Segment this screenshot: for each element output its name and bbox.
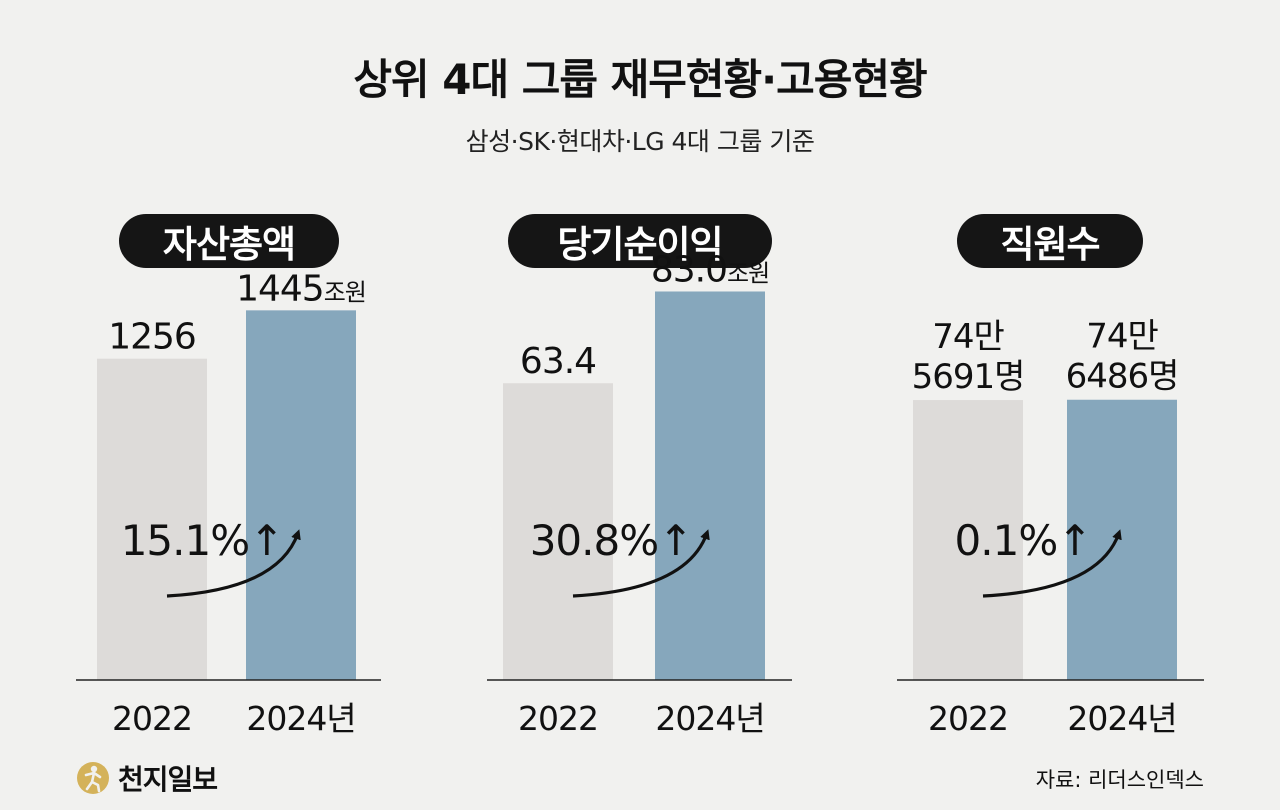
data-label-assets-1: 1445조원 — [236, 268, 366, 309]
x-tick-net-income-0: 2022 — [518, 699, 598, 738]
data-label-employees-0-line1: 74만 — [932, 317, 1004, 357]
data-label-net-income-1: 83.0조원 — [651, 249, 769, 290]
x-tick-assets-0: 2022 — [112, 699, 192, 738]
growth-label-assets: 15.1%↑ — [121, 516, 284, 565]
page-subtitle: 삼성·SK·현대차·LG 4대 그룹 기준 — [465, 127, 815, 156]
unit-label-net-income: 조원 — [727, 259, 769, 287]
data-label-employees-1-line1: 74만 — [1086, 317, 1158, 357]
data-label-net-income-0: 63.4 — [520, 341, 596, 382]
x-tick-net-income-1: 2024년 — [655, 699, 764, 738]
growth-arrow-net-income — [572, 529, 710, 598]
logo-text: 천지일보 — [118, 763, 218, 796]
data-label-employees-1-line2: 6486명 — [1066, 357, 1179, 397]
x-tick-employees-1: 2024년 — [1067, 699, 1176, 738]
x-tick-assets-1: 2024년 — [246, 699, 355, 738]
bar-net-income-0 — [503, 383, 613, 680]
chart-title-net-income: 당기순이익 — [508, 214, 772, 268]
growth-label-employees: 0.1%↑ — [955, 516, 1092, 565]
bar-net-income-1 — [655, 291, 765, 680]
running-person-icon — [77, 762, 109, 794]
unit-label-assets: 조원 — [324, 278, 366, 306]
source-note: 자료: 리더스인덱스 — [1035, 768, 1204, 792]
growth-arrow-employees — [982, 529, 1122, 598]
chart-title-employees: 직원수 — [957, 214, 1143, 268]
growth-label-net-income: 30.8%↑ — [530, 516, 693, 565]
bar-employees-1 — [1067, 399, 1177, 680]
data-label-assets-0: 1256 — [108, 317, 196, 358]
bar-assets-0 — [97, 358, 207, 680]
bar-employees-0 — [913, 400, 1023, 680]
footer-logo: 천지일보 — [76, 758, 218, 798]
chart-title-assets: 자산총액 — [119, 214, 339, 268]
page-title: 상위 4대 그룹 재무현황·고용현황 — [353, 55, 927, 104]
x-tick-employees-0: 2022 — [928, 699, 1008, 738]
bar-assets-1 — [246, 310, 356, 680]
data-label-employees-0-line2: 5691명 — [912, 357, 1025, 397]
growth-arrow-assets — [166, 529, 301, 598]
